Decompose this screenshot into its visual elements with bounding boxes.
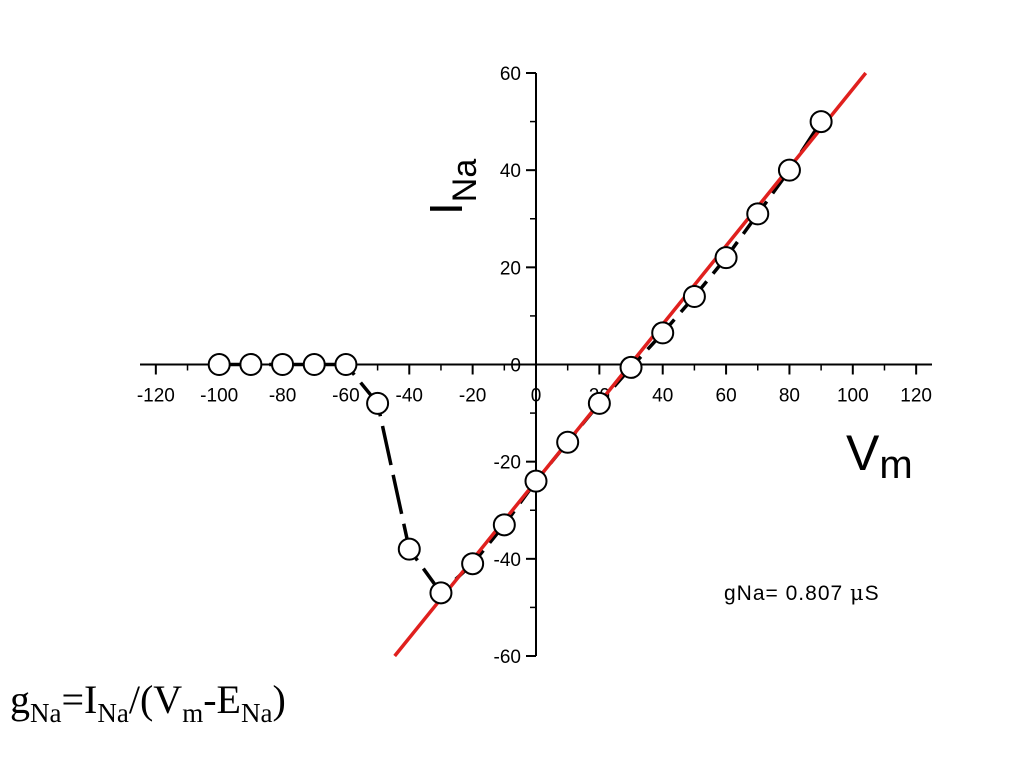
data-point xyxy=(397,537,421,561)
x-tick-label: 40 xyxy=(652,386,673,407)
data-point xyxy=(714,246,738,270)
data-point xyxy=(207,353,231,376)
x-tick-label: -80 xyxy=(269,386,296,407)
data-point xyxy=(556,430,580,454)
data-point xyxy=(809,110,833,134)
conductance-formula: gNa=INa/(Vm-ENa) xyxy=(10,677,286,728)
data-point xyxy=(492,513,516,537)
y-tick-label: 0 xyxy=(510,356,521,377)
data-point xyxy=(682,284,706,308)
data-point xyxy=(524,469,548,493)
data-point xyxy=(429,581,453,605)
x-tick-label: -60 xyxy=(332,386,359,407)
conductance-annotation: gNa= 0.807 μS xyxy=(724,581,880,605)
data-point xyxy=(619,355,643,379)
data-point xyxy=(651,321,675,345)
data-point xyxy=(587,391,611,415)
x-tick-label: -20 xyxy=(459,386,486,407)
x-tick-label: 0 xyxy=(531,386,542,407)
y-tick-label: -40 xyxy=(494,550,521,571)
data-point xyxy=(271,353,295,376)
y-axis-title: INa xyxy=(420,159,484,215)
y-tick-label: 60 xyxy=(500,64,521,85)
data-point xyxy=(746,202,770,226)
x-tick-label: -120 xyxy=(137,386,175,407)
y-tick-label: -20 xyxy=(494,453,521,474)
data-point xyxy=(777,158,801,182)
x-tick-label: 60 xyxy=(716,386,737,407)
data-points xyxy=(207,110,833,605)
x-tick-label: 120 xyxy=(900,386,932,407)
data-point xyxy=(239,353,263,376)
x-tick-label: -40 xyxy=(396,386,423,407)
data-point xyxy=(334,353,358,376)
y-tick-label: -60 xyxy=(494,647,521,668)
y-ticks: -60 -40 -20 0 20 40 60 xyxy=(494,64,536,668)
y-tick-label: 40 xyxy=(500,161,521,182)
data-point xyxy=(461,552,485,576)
x-axis-title: Vm xyxy=(846,425,913,487)
x-tick-label: -100 xyxy=(200,386,238,407)
x-tick-label: 80 xyxy=(779,386,800,407)
y-tick-label: 20 xyxy=(500,258,521,279)
data-point xyxy=(366,391,390,415)
data-point xyxy=(302,353,326,376)
x-tick-label: 100 xyxy=(837,386,869,407)
